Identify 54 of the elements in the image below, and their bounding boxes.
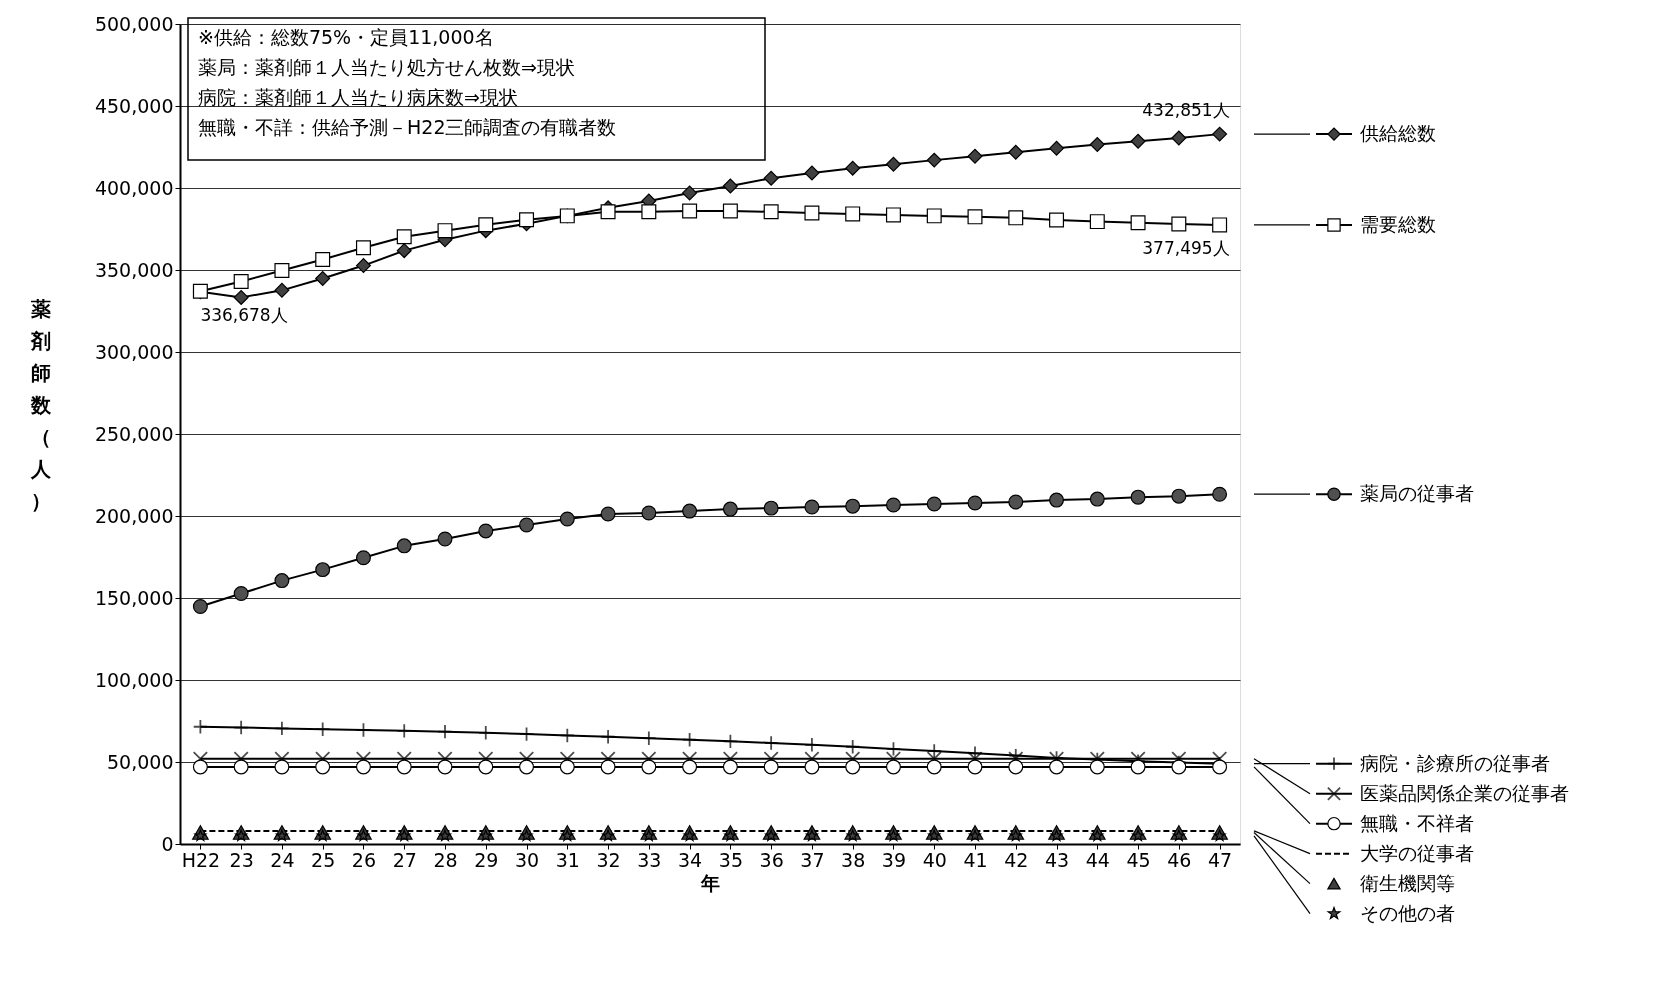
y-tick-label: 250,000 <box>94 422 174 445</box>
x-tick-label: 25 <box>311 848 336 871</box>
annotation: ※供給：総数75%・定員11,000名 <box>198 26 494 48</box>
x-tick-label: 29 <box>474 848 499 871</box>
x-tick-label: 27 <box>392 848 417 871</box>
legend-label: 医薬品関係企業の従事者 <box>1360 781 1569 804</box>
x-tick-label: 44 <box>1085 848 1110 871</box>
x-tick-label: 32 <box>596 848 621 871</box>
x-tick-label: H22 <box>181 848 221 871</box>
x-tick-label: 45 <box>1126 848 1151 871</box>
x-tick-label: 43 <box>1044 848 1070 871</box>
x-tick-label: 34 <box>678 848 703 871</box>
x-tick-label: 42 <box>1004 848 1029 871</box>
legend-label: 薬局の従事者 <box>1360 482 1474 505</box>
annotation: 無職・不詳：供給予測－H22三師調査の有職者数 <box>198 116 617 138</box>
y-tick-label: 500,000 <box>94 12 174 35</box>
annotation: 336,678人 <box>200 304 288 325</box>
x-tick-label: 41 <box>963 848 988 871</box>
x-tick-label: 37 <box>800 848 825 871</box>
x-tick-label: 46 <box>1167 848 1192 871</box>
y-axis-title: 薬剤師数（人） <box>29 296 52 513</box>
x-tick-label: 28 <box>433 848 458 871</box>
legend-label: 需要総数 <box>1360 212 1436 235</box>
annotation: 薬局：薬剤師１人当たり処方せん枚数⇒現状 <box>198 56 575 78</box>
y-tick-label: 450,000 <box>94 94 174 117</box>
x-tick-label: 26 <box>351 848 377 871</box>
y-tick-label: 400,000 <box>94 176 174 199</box>
x-tick-label: 31 <box>555 848 580 871</box>
x-tick-label: 30 <box>514 848 540 871</box>
legend-label: その他の者 <box>1360 901 1455 924</box>
y-tick-label: 200,000 <box>94 504 174 527</box>
x-tick-label: 40 <box>922 848 947 871</box>
y-tick-label: 0 <box>161 832 174 855</box>
x-tick-label: 47 <box>1208 848 1233 871</box>
x-tick-label: 38 <box>841 848 866 871</box>
y-tick-label: 300,000 <box>94 340 174 363</box>
legend-label: 無職・不祥者 <box>1360 811 1474 834</box>
x-tick-label: 35 <box>718 848 743 871</box>
y-tick-label: 350,000 <box>94 258 174 281</box>
annotation: 病院：薬剤師１人当たり病床数⇒現状 <box>198 86 518 108</box>
x-tick-label: 23 <box>229 848 254 871</box>
legend-label: 病院・診療所の従事者 <box>1360 751 1550 774</box>
legend-label: 衛生機関等 <box>1360 871 1455 894</box>
x-tick-label: 33 <box>637 848 662 871</box>
legend-label: 供給総数 <box>1360 122 1436 145</box>
x-axis-title: 年 <box>700 871 720 894</box>
x-tick-label: 36 <box>759 848 784 871</box>
x-tick-label: 24 <box>270 848 295 871</box>
y-tick-label: 150,000 <box>94 586 174 609</box>
x-tick-label: 39 <box>881 848 907 871</box>
y-tick-label: 50,000 <box>107 750 174 773</box>
annotation: 377,495人 <box>1142 237 1230 258</box>
y-tick-label: 100,000 <box>94 668 174 691</box>
legend-label: 大学の従事者 <box>1360 841 1474 864</box>
